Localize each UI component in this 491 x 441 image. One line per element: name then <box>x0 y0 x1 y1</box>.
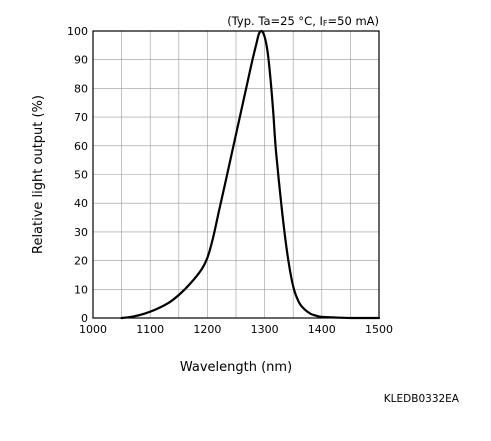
y-tick-label: 60 <box>74 140 88 153</box>
x-axis-title: Wavelength (nm) <box>180 360 292 375</box>
y-tick-label: 10 <box>74 283 88 296</box>
conditions-note: (Typ. Ta=25 °C, IF=50 mA) <box>227 14 379 28</box>
x-tick-label: 1300 <box>251 323 279 336</box>
y-tick-label: 40 <box>74 197 88 210</box>
y-tick-label: 30 <box>74 226 88 239</box>
y-tick-label: 50 <box>74 169 88 182</box>
x-tick-labels: 1000 1100 1200 1300 1400 1500 <box>79 323 393 336</box>
x-tick-label: 1000 <box>79 323 107 336</box>
x-tick-label: 1400 <box>308 323 336 336</box>
y-tick-label: 20 <box>74 255 88 268</box>
spectrum-curve <box>120 29 381 320</box>
y-tick-label: 100 <box>67 25 88 38</box>
y-axis-title: Relative light output (%) <box>31 95 46 254</box>
y-tick-label: 90 <box>74 54 88 67</box>
y-tick-labels: 0 10 20 30 40 50 60 70 80 90 100 <box>67 25 88 325</box>
x-tick-label: 1100 <box>136 323 164 336</box>
x-tick-label: 1200 <box>193 323 221 336</box>
y-tick-label: 0 <box>81 312 88 325</box>
x-tick-label: 1500 <box>365 323 393 336</box>
y-tick-label: 70 <box>74 111 88 124</box>
y-tick-label: 80 <box>74 82 88 95</box>
grid <box>93 31 379 318</box>
figure-code: KLEDB0332EA <box>384 393 460 405</box>
plot-frame <box>92 30 380 319</box>
curve-layer <box>120 29 381 320</box>
